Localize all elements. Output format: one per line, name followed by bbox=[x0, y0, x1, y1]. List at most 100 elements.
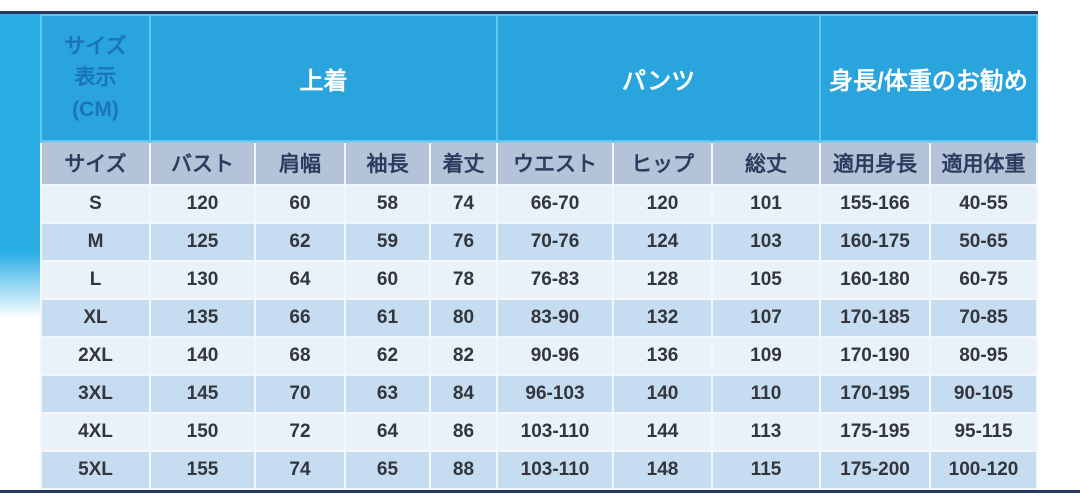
table-cell: 3XL bbox=[42, 376, 149, 412]
table-cell: 140 bbox=[151, 338, 254, 374]
table-cell: 4XL bbox=[42, 414, 149, 450]
table-cell: 80 bbox=[431, 300, 496, 336]
table-cell: 70 bbox=[256, 376, 344, 412]
corner-line-1: サイズ bbox=[64, 34, 127, 58]
table-cell: 66 bbox=[256, 300, 344, 336]
column-header-bust: バスト bbox=[151, 142, 254, 184]
table-cell: 59 bbox=[346, 224, 429, 260]
table-cell: 107 bbox=[713, 300, 819, 336]
table-cell: 2XL bbox=[42, 338, 149, 374]
table-cell: 70-76 bbox=[498, 224, 612, 260]
table-cell: 103 bbox=[713, 224, 819, 260]
table-cell: 96-103 bbox=[498, 376, 612, 412]
table-cell: 160-175 bbox=[821, 224, 929, 260]
table-cell: 80-95 bbox=[931, 338, 1036, 374]
table-cell: 113 bbox=[713, 414, 819, 450]
table-cell: M bbox=[42, 224, 149, 260]
table-cell: 88 bbox=[431, 452, 496, 488]
column-header-fit-weight: 適用体重 bbox=[931, 142, 1036, 184]
table-cell: 130 bbox=[151, 262, 254, 298]
table-cell: 100-120 bbox=[931, 452, 1036, 488]
table-cell: 66-70 bbox=[498, 186, 612, 222]
table-cell: 124 bbox=[614, 224, 711, 260]
column-header-sleeve: 袖長 bbox=[346, 142, 429, 184]
table-cell: 140 bbox=[614, 376, 711, 412]
table-cell: 175-200 bbox=[821, 452, 929, 488]
table-cell: 68 bbox=[256, 338, 344, 374]
table-cell: 144 bbox=[614, 414, 711, 450]
table-cell: 63 bbox=[346, 376, 429, 412]
table-cell: 58 bbox=[346, 186, 429, 222]
table-cell: 40-55 bbox=[931, 186, 1036, 222]
table-cell: 148 bbox=[614, 452, 711, 488]
table-cell: 83-90 bbox=[498, 300, 612, 336]
table-cell: 115 bbox=[713, 452, 819, 488]
group-header-height-weight: 身長/体重のお勧め bbox=[821, 16, 1036, 140]
size-chart-table: サイズ 表示 (CM) 上着 パンツ 身長/体重のお勧め サイズ バスト 肩幅 … bbox=[40, 14, 1038, 490]
group-header-pants: パンツ bbox=[498, 16, 819, 140]
table-cell: 136 bbox=[614, 338, 711, 374]
table-cell: XL bbox=[42, 300, 149, 336]
corner-header-cell: サイズ 表示 (CM) bbox=[42, 16, 149, 140]
table-cell: 170-195 bbox=[821, 376, 929, 412]
column-header-shoulder: 肩幅 bbox=[256, 142, 344, 184]
table-cell: 60 bbox=[346, 262, 429, 298]
table-cell: 72 bbox=[256, 414, 344, 450]
table-cell: 103-110 bbox=[498, 414, 612, 450]
table-cell: 109 bbox=[713, 338, 819, 374]
table-cell: 76-83 bbox=[498, 262, 612, 298]
group-header-tops: 上着 bbox=[151, 16, 496, 140]
table-cell: 74 bbox=[431, 186, 496, 222]
corner-line-2: 表示 bbox=[74, 66, 117, 90]
bottom-navy-rule bbox=[0, 490, 1080, 493]
table-cell: 175-195 bbox=[821, 414, 929, 450]
table-cell: 64 bbox=[256, 262, 344, 298]
table-cell: 5XL bbox=[42, 452, 149, 488]
table-cell: 60-75 bbox=[931, 262, 1036, 298]
column-header-hip: ヒップ bbox=[614, 142, 711, 184]
table-cell: 70-85 bbox=[931, 300, 1036, 336]
table-cell: 101 bbox=[713, 186, 819, 222]
table-cell: 120 bbox=[614, 186, 711, 222]
table-cell: 150 bbox=[151, 414, 254, 450]
table-cell: 145 bbox=[151, 376, 254, 412]
table-cell: 128 bbox=[614, 262, 711, 298]
corner-line-3: (CM) bbox=[72, 97, 119, 121]
table-cell: 155 bbox=[151, 452, 254, 488]
column-header-total-length: 総丈 bbox=[713, 142, 819, 184]
table-cell: 64 bbox=[346, 414, 429, 450]
table-cell: 90-105 bbox=[931, 376, 1036, 412]
column-header-length: 着丈 bbox=[431, 142, 496, 184]
table-cell: 155-166 bbox=[821, 186, 929, 222]
table-cell: 50-65 bbox=[931, 224, 1036, 260]
table-cell: 82 bbox=[431, 338, 496, 374]
table-cell: 135 bbox=[151, 300, 254, 336]
table-cell: 90-96 bbox=[498, 338, 612, 374]
table-cell: 62 bbox=[346, 338, 429, 374]
table-cell: 60 bbox=[256, 186, 344, 222]
table-cell: L bbox=[42, 262, 149, 298]
table-cell: 62 bbox=[256, 224, 344, 260]
column-header-size: サイズ bbox=[42, 142, 149, 184]
column-header-fit-height: 適用身長 bbox=[821, 142, 929, 184]
table-cell: 95-115 bbox=[931, 414, 1036, 450]
table-cell: 103-110 bbox=[498, 452, 612, 488]
table-cell: 76 bbox=[431, 224, 496, 260]
table-cell: 86 bbox=[431, 414, 496, 450]
table-cell: 170-190 bbox=[821, 338, 929, 374]
table-cell: 105 bbox=[713, 262, 819, 298]
table-cell: 132 bbox=[614, 300, 711, 336]
table-cell: 170-185 bbox=[821, 300, 929, 336]
table-cell: 78 bbox=[431, 262, 496, 298]
table-cell: 110 bbox=[713, 376, 819, 412]
table-cell: 61 bbox=[346, 300, 429, 336]
table-cell: S bbox=[42, 186, 149, 222]
table-cell: 120 bbox=[151, 186, 254, 222]
table-cell: 84 bbox=[431, 376, 496, 412]
table-cell: 125 bbox=[151, 224, 254, 260]
table-cell: 65 bbox=[346, 452, 429, 488]
table-cell: 74 bbox=[256, 452, 344, 488]
column-header-waist: ウエスト bbox=[498, 142, 612, 184]
table-cell: 160-180 bbox=[821, 262, 929, 298]
